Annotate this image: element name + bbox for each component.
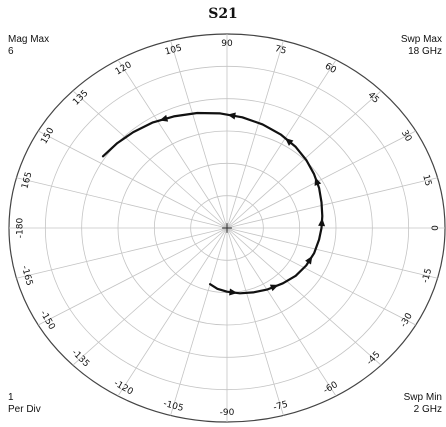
grid-spoke [226,227,337,397]
angle-tick-label: -75 [272,400,289,413]
angle-tick-label: -45 [365,350,382,367]
grid-spoke [170,227,228,416]
grid-spoke [226,177,438,229]
angle-tick-label: 30 [399,129,414,144]
trace-arrow [318,218,326,227]
trace-arrow [305,255,313,265]
grid-spoke [226,40,284,229]
polar-grid [8,33,446,423]
grid-spoke [226,227,416,326]
angle-tick-label: -60 [322,380,340,396]
center-crosshair [222,223,232,233]
trace-arrow [269,284,279,292]
angle-tick-label: -105 [162,399,184,414]
angle-tick-label: 165 [20,171,34,190]
angle-tick-label: 120 [114,60,134,77]
trace-arrow [159,114,169,122]
trace-line [101,111,324,295]
swp-max-value: 18 GHz [408,46,442,57]
trace-arrow [285,138,294,146]
mag-max-value: 6 [8,46,14,57]
swp-max-block: Swp Max 18 GHz [401,34,442,58]
angle-tick-label: -135 [69,348,91,370]
chart-title: S21 [208,6,238,22]
grid-spoke [226,227,284,416]
swp-min-value: 2 GHz [413,404,442,415]
grid-spoke [226,90,382,229]
grid-spoke [170,40,228,229]
angle-tick-label: 75 [274,44,288,57]
s21-trace [101,111,326,296]
grid-spoke [117,227,228,397]
angle-tick-label: -165 [19,265,34,287]
grid-spoke [16,177,228,229]
angle-tick-label: 150 [39,126,56,146]
grid-spoke [226,227,382,366]
grid-spoke [226,130,416,229]
per-div-block: 1 Per Div [8,392,41,416]
angle-tick-label: -180 [15,218,25,239]
angle-tick-label: 0 [429,225,439,231]
grid-spoke [16,227,228,279]
grid-spoke [38,130,228,229]
angle-tick-label: 135 [71,88,90,107]
angle-tick-label: -15 [421,267,434,284]
trace-arrow [227,112,236,120]
trace-arrow [229,288,238,296]
angle-tick-label: 105 [164,43,183,57]
angle-tick-label: 90 [221,39,233,49]
swp-max-label: Swp Max [400,34,442,45]
angle-tick-label: 60 [323,62,338,77]
per-div-label: Per Div [8,404,41,415]
grid-spoke [226,59,337,229]
angle-tick-label: -90 [220,408,235,418]
mag-max-block: Mag Max 6 [8,34,49,58]
swp-min-block: Swp Min 2 GHz [404,392,442,416]
swp-min-label: Swp Min [403,392,442,403]
grid-spoke [117,59,228,229]
grid-spoke [226,227,438,279]
mag-max-label: Mag Max [8,34,50,45]
grid-spoke [72,227,228,366]
per-div-value: 1 [8,392,14,403]
grid-spoke [38,227,228,326]
trace-arrow [314,177,322,186]
angle-tick-label: 15 [420,174,433,188]
angle-tick-label: -30 [399,311,415,329]
grid-spoke [72,90,228,229]
